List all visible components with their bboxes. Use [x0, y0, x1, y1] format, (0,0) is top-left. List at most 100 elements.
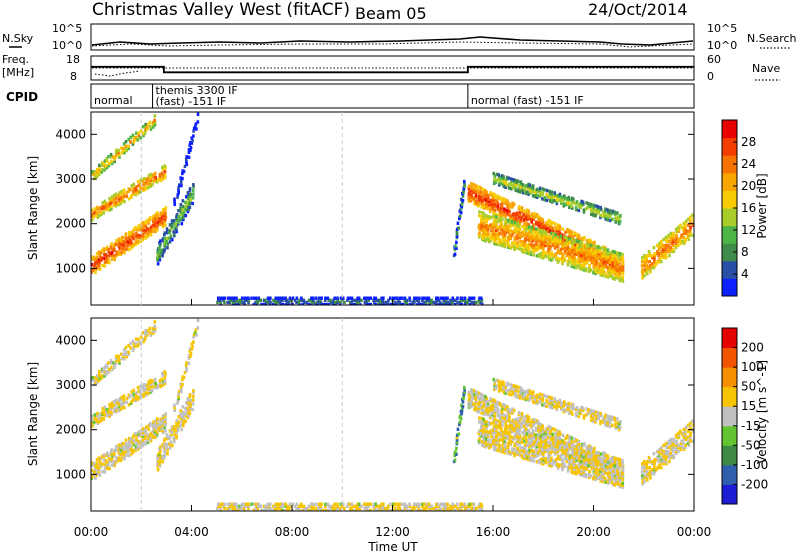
power-cell	[588, 250, 591, 254]
velocity-cell	[565, 459, 569, 464]
velocity-cell	[501, 450, 505, 454]
power-cell	[537, 216, 541, 220]
velocity-cell	[514, 432, 517, 437]
velocity-cell	[645, 466, 649, 470]
power-cell	[163, 217, 167, 221]
power-cell	[552, 241, 555, 246]
power-cell	[144, 225, 148, 229]
velocity-cell	[106, 466, 109, 471]
power-cell	[506, 239, 509, 244]
velocity-cell	[482, 404, 485, 409]
velocity-cell	[660, 455, 664, 460]
power-cell	[121, 146, 125, 151]
power-cell	[614, 267, 617, 272]
velocity-cell	[677, 435, 681, 440]
velocity-cell	[117, 458, 120, 462]
velocity-cell	[111, 453, 114, 458]
power-cell	[553, 246, 557, 250]
power-cell	[117, 200, 121, 205]
power-cell	[148, 182, 152, 186]
power-cell	[161, 237, 165, 241]
power-cell	[551, 243, 555, 248]
power-cell	[610, 211, 614, 216]
velocity-cell	[163, 381, 167, 386]
velocity-cell	[159, 454, 162, 459]
velocity-cell	[161, 383, 165, 387]
power-cell	[606, 216, 610, 220]
power-cell	[177, 188, 180, 192]
power-cell	[479, 192, 483, 196]
velocity-cell	[585, 459, 589, 464]
velocity-cell	[139, 441, 143, 446]
velocity-cell	[552, 438, 555, 442]
velocity-cell	[499, 426, 503, 430]
velocity-cell	[582, 460, 586, 465]
power-cell	[413, 296, 416, 300]
power-cell	[556, 250, 560, 255]
power-cell	[532, 223, 535, 227]
power-cell	[568, 231, 572, 235]
velocity-cell	[609, 478, 613, 482]
power-cell	[554, 229, 557, 234]
power-cell	[600, 267, 603, 271]
power-cell	[158, 218, 162, 223]
power-cell	[415, 298, 419, 302]
power-cell	[173, 197, 176, 201]
velocity-cell	[597, 451, 600, 456]
velocity-cell	[543, 394, 546, 398]
velocity-cell	[672, 437, 675, 442]
power-cell	[327, 298, 330, 302]
power-cell	[621, 262, 625, 266]
power-cell	[151, 123, 155, 127]
power-cell	[679, 241, 683, 246]
power-cell	[583, 249, 586, 253]
velocity-cell	[667, 453, 671, 458]
power-cell	[518, 216, 521, 220]
power-cell	[523, 244, 526, 249]
power-cell	[641, 272, 645, 276]
velocity-cell	[484, 398, 487, 403]
power-cell	[289, 298, 292, 302]
power-cell	[125, 190, 129, 195]
velocity-cell	[323, 504, 327, 508]
velocity-cell	[513, 436, 516, 440]
power-cell	[455, 229, 459, 234]
power-cell	[417, 300, 421, 305]
velocity-cell	[192, 340, 195, 344]
velocity-cell	[114, 361, 118, 365]
power-cell	[561, 261, 564, 266]
velocity-cell	[528, 448, 531, 452]
power-cell	[641, 256, 644, 260]
power-cell	[170, 219, 174, 223]
power-cell	[156, 250, 160, 255]
power-cell	[144, 228, 147, 233]
velocity-cell	[120, 395, 124, 400]
power-cell	[559, 201, 563, 205]
velocity-cell	[136, 385, 140, 390]
velocity-cell	[669, 437, 673, 442]
power-cell	[582, 254, 586, 259]
power-cell	[582, 252, 586, 257]
power-cell	[502, 234, 505, 238]
power-cell	[461, 198, 465, 203]
power-cell	[562, 202, 566, 206]
power-cell	[653, 262, 656, 266]
power-cell	[329, 300, 333, 305]
power-cell	[460, 202, 464, 206]
power-cell	[510, 177, 513, 181]
velocity-cell	[189, 346, 192, 351]
velocity-cell	[181, 414, 185, 418]
velocity-cell	[113, 454, 116, 458]
power-cell	[646, 266, 649, 270]
power-cell	[102, 211, 106, 215]
velocity-cell	[475, 392, 478, 396]
power-cell	[122, 239, 125, 244]
power-cell	[110, 197, 114, 201]
power-cell	[524, 191, 528, 196]
velocity-cell	[91, 414, 94, 419]
power-cell	[143, 125, 147, 129]
velocity-cell	[135, 396, 138, 401]
power-cell	[664, 247, 668, 252]
power-cell	[295, 296, 299, 300]
power-cell	[451, 296, 455, 300]
